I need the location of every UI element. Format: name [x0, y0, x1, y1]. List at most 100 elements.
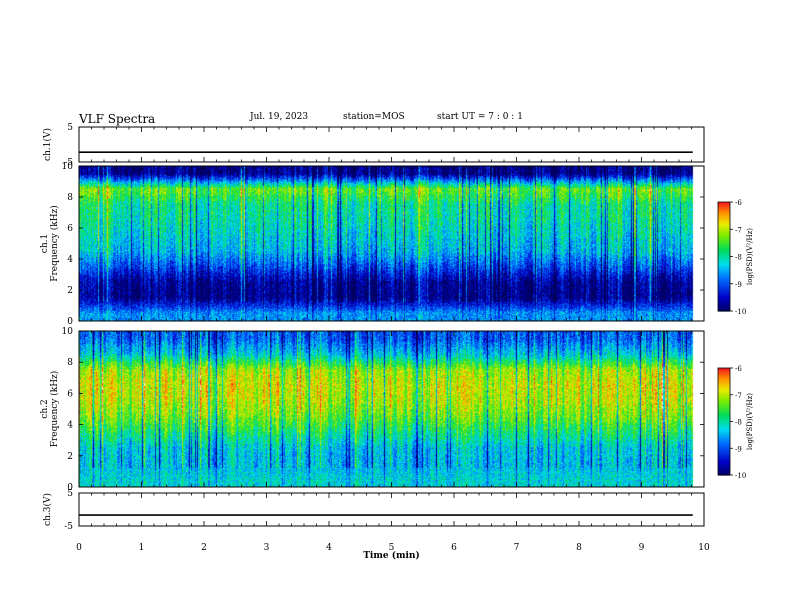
- x-tick-label: 6: [451, 543, 457, 553]
- ch2-colorbar-swatch: [718, 394, 730, 398]
- ch2-spectrogram-image: [79, 331, 704, 487]
- ch2-colorbar-swatch: [718, 378, 730, 382]
- ch1-colorbar-swatch: [718, 271, 730, 274]
- ch2-colorbar-swatch: [718, 446, 730, 449]
- ch1-colorbar-swatch: [718, 216, 730, 219]
- x-axis-label: Time (min): [363, 550, 420, 561]
- ch1-colorbar-tick-label: -6: [735, 199, 742, 207]
- ch2-colorbar-tick-label: -9: [735, 445, 742, 453]
- ch1-colorbar-swatch: [718, 221, 730, 225]
- ch1-colorbar-swatch: [718, 280, 730, 283]
- x-tick-label: 9: [639, 543, 645, 553]
- ch2-colorbar-swatch: [718, 407, 730, 410]
- ch1-colorbar-swatch: [718, 276, 730, 279]
- ch1-colorbar-swatch: [718, 261, 730, 265]
- ch1-spectrogram-y-tick-label: 0: [67, 317, 73, 327]
- ch1-colorbar-swatch: [718, 220, 730, 223]
- ch1-colorbar-swatch: [718, 281, 730, 285]
- ch1-colorbar-swatch: [718, 232, 730, 236]
- ch2-colorbar-swatch: [718, 371, 730, 374]
- ch2-colorbar-swatch: [718, 450, 730, 453]
- ch2-spectrogram-y-tick-label: 4: [67, 421, 73, 431]
- ch1-colorbar-swatch: [718, 249, 730, 252]
- ch1-spectrogram-y-tick-label: 8: [67, 193, 73, 203]
- ch2-colorbar-swatch: [718, 376, 730, 380]
- ch1-colorbar-swatch: [718, 274, 730, 278]
- ch1-colorbar-swatch: [718, 309, 730, 312]
- ch1-colorbar-label: log(PSD)(V²/Hz): [746, 228, 754, 285]
- ch1-colorbar-swatch: [718, 294, 730, 298]
- ch1-colorbar-swatch: [718, 278, 730, 281]
- ch1-colorbar-tick-label: -7: [735, 226, 742, 234]
- ch1-colorbar-swatch: [718, 240, 730, 243]
- ch1-colorbar-swatch: [718, 202, 730, 205]
- ch1-colorbar-swatch: [718, 300, 730, 303]
- ch1-colorbar-swatch: [718, 227, 730, 230]
- ch2-spectrogram-ylabel-frequency: Frequency (kHz): [49, 371, 60, 448]
- ch2-colorbar-swatch: [718, 460, 730, 464]
- ch1-colorbar-swatch: [718, 283, 730, 287]
- ch1-colorbar-swatch: [718, 241, 730, 245]
- ch1-colorbar-swatch: [718, 229, 730, 232]
- ch1-spectrogram-y-tick-label: 4: [67, 255, 73, 265]
- ch2-colorbar-swatch: [718, 412, 730, 415]
- ch2-colorbar-swatch: [718, 426, 730, 430]
- ch1-colorbar-swatch: [718, 212, 730, 216]
- ch2-colorbar-swatch: [718, 396, 730, 399]
- ch1-colorbar-swatch: [718, 251, 730, 254]
- ch2-colorbar-tick-label: -10: [735, 472, 746, 480]
- ch1-spectrogram-y-tick-label: 2: [67, 286, 73, 296]
- ch2-colorbar-swatch: [718, 405, 730, 408]
- ch2-colorbar-swatch: [718, 384, 730, 387]
- ch3-waveform-y-tick-label: 5: [67, 489, 73, 499]
- ch1-colorbar-swatch: [718, 243, 730, 247]
- ch1-waveform-y-tick-label: -5: [64, 158, 73, 168]
- ch1-colorbar-swatch: [718, 296, 730, 299]
- ch2-colorbar-swatch: [718, 466, 730, 469]
- ch1-colorbar-swatch: [718, 231, 730, 234]
- ch1-colorbar-swatch: [718, 245, 730, 249]
- ch1-colorbar-swatch: [718, 263, 730, 267]
- ch2-colorbar-swatch: [718, 451, 730, 455]
- ch2-colorbar-swatch: [718, 417, 730, 421]
- ch2-colorbar-tick-label: -6: [735, 365, 742, 373]
- ch2-colorbar-swatch: [718, 385, 730, 389]
- ch2-colorbar-swatch: [718, 400, 730, 403]
- ch2-colorbar-swatch: [718, 432, 730, 435]
- ch1-colorbar-swatch: [718, 234, 730, 238]
- date-label: Jul. 19, 2023: [250, 112, 309, 122]
- figure-title: VLF Spectra: [79, 112, 156, 126]
- ch1-spectrogram-y-tick-label: 6: [67, 224, 73, 234]
- ch2-colorbar-swatch: [718, 419, 730, 423]
- ch1-waveform-y-tick-label: 5: [67, 123, 73, 133]
- ch1-colorbar-swatch: [718, 247, 730, 250]
- ch2-colorbar-swatch: [718, 467, 730, 471]
- ch2-colorbar-swatch: [718, 392, 730, 396]
- ch2-colorbar-swatch: [718, 375, 730, 378]
- ch2-colorbar-swatch: [718, 448, 730, 451]
- ch1-colorbar-swatch: [718, 238, 730, 241]
- ch2-colorbar-swatch: [718, 387, 730, 390]
- ch2-colorbar-swatch: [718, 410, 730, 414]
- ch1-colorbar-swatch: [718, 254, 730, 258]
- ch1-colorbar-swatch: [718, 236, 730, 239]
- ch2-colorbar-swatch: [718, 433, 730, 437]
- ch2-spectrogram-y-tick-label: 6: [67, 389, 73, 399]
- x-tick-label: 10: [698, 543, 710, 553]
- start-time-label: start UT = 7 : 0 : 1: [437, 112, 523, 122]
- ch1-colorbar-swatch: [718, 269, 730, 272]
- x-tick-label: 5: [389, 543, 395, 553]
- ch2-colorbar-swatch: [718, 435, 730, 439]
- ch1-spectrogram-ylabel-channel: ch.1: [40, 234, 50, 253]
- ch1-colorbar-swatch: [718, 258, 730, 261]
- ch2-spectrogram-y-tick-label: 8: [67, 358, 73, 368]
- ch1-colorbar-tick-label: -8: [735, 254, 742, 262]
- ch2-spectrogram-y-tick-label: 2: [67, 452, 73, 462]
- ch1-colorbar-swatch: [718, 301, 730, 305]
- ch2-colorbar-swatch: [718, 464, 730, 467]
- ch1-colorbar-swatch: [718, 225, 730, 229]
- ch1-waveform-ylabel: ch.1(V): [42, 128, 53, 161]
- ch1-colorbar-swatch: [718, 303, 730, 307]
- ch2-colorbar-swatch: [718, 416, 730, 419]
- ch2-colorbar-swatch: [718, 423, 730, 426]
